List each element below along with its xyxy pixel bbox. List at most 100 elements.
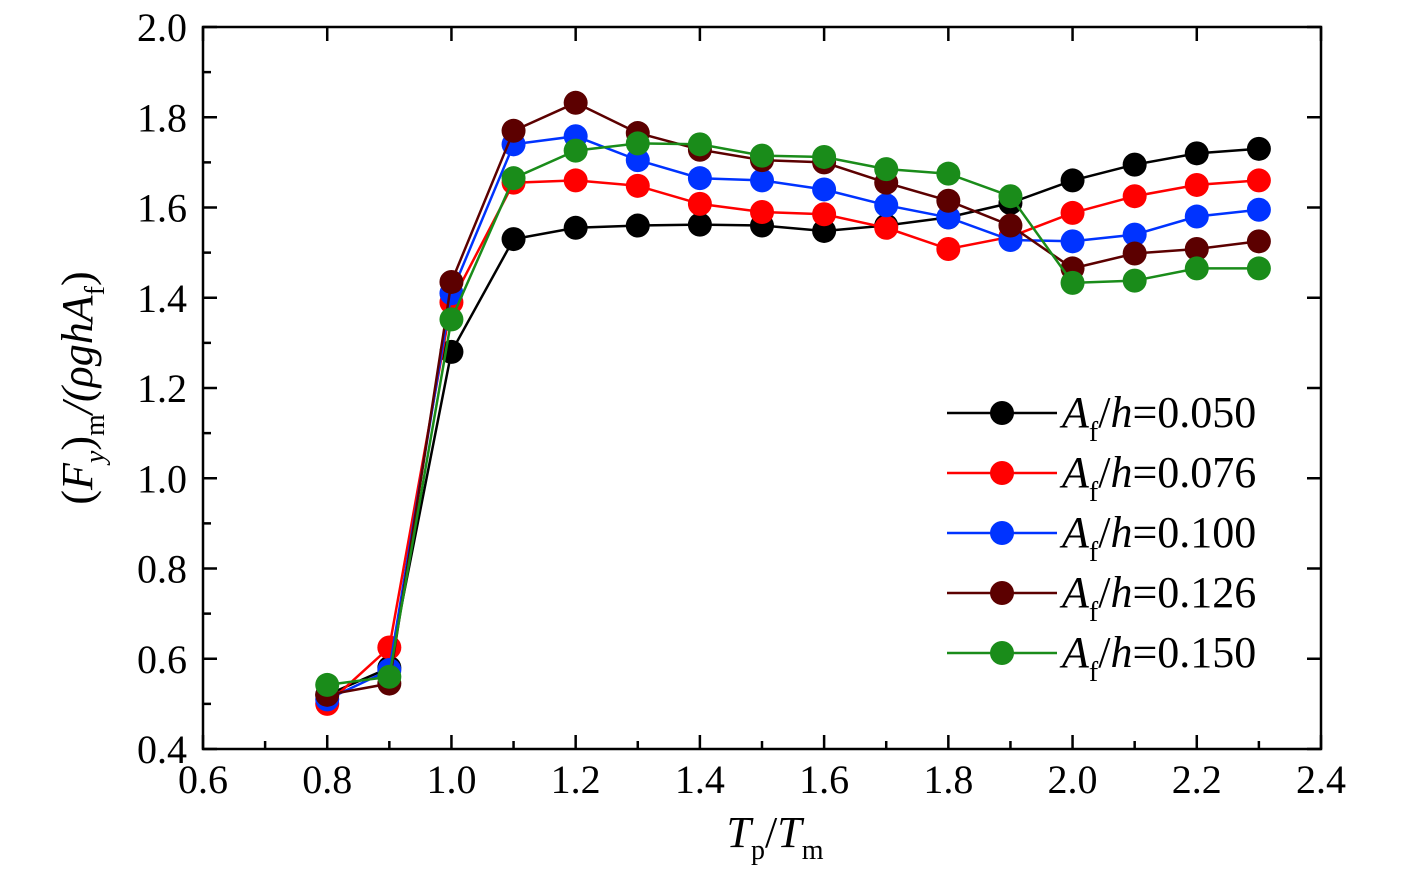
y-tick-label: 1.2 xyxy=(137,366,187,411)
legend-label-part: / xyxy=(1098,628,1111,677)
data-point xyxy=(1184,237,1209,262)
x-title-sub2: m xyxy=(802,835,824,866)
x-title-base2: T xyxy=(777,808,805,857)
legend-item: Af/h=0.100 xyxy=(947,508,1256,568)
data-point xyxy=(750,200,774,225)
legend-label: Af/h=0.076 xyxy=(1059,448,1256,508)
data-point xyxy=(501,166,526,191)
legend-marker xyxy=(990,401,1014,425)
data-point xyxy=(1184,204,1209,229)
x-tick-label: 1.0 xyxy=(426,757,476,802)
legend-label: Af/h=0.126 xyxy=(1059,568,1256,628)
legend-marker xyxy=(990,521,1014,545)
data-point xyxy=(687,166,712,191)
x-tick-label: 0.6 xyxy=(178,757,228,802)
data-point xyxy=(1184,141,1209,166)
y-title-open: ( xyxy=(53,490,102,505)
x-tick-label: 2.2 xyxy=(1172,757,1222,802)
data-point xyxy=(1060,229,1085,254)
legend-label-part: h xyxy=(1110,508,1132,557)
series-line xyxy=(326,101,1260,697)
data-point xyxy=(1246,256,1271,281)
data-point xyxy=(687,212,712,237)
x-title-slash: / xyxy=(765,808,778,857)
series-5 xyxy=(315,131,1271,697)
legend-label: Af/h=0.050 xyxy=(1059,388,1256,448)
x-tick-label: 0.8 xyxy=(302,757,352,802)
y-tick-label: 2.0 xyxy=(137,5,187,50)
legend-label-part: f xyxy=(1089,537,1099,568)
data-point xyxy=(1184,256,1209,281)
data-point xyxy=(1122,184,1147,209)
data-point xyxy=(625,213,650,238)
legend-item: Af/h=0.050 xyxy=(947,388,1256,448)
legend-label-part: / xyxy=(1098,388,1111,437)
y-title-sub-m: m xyxy=(80,414,111,436)
legend-label-part: A xyxy=(1059,388,1090,437)
data-point xyxy=(563,215,588,240)
y-tick-label: 0.8 xyxy=(137,547,187,592)
data-point xyxy=(1246,229,1271,254)
data-point xyxy=(1122,241,1147,266)
legend-label-part: =0.050 xyxy=(1132,388,1256,437)
legend-item: Af/h=0.150 xyxy=(947,628,1256,688)
series-line xyxy=(327,142,1259,687)
x-tick-label: 1.4 xyxy=(675,757,725,802)
tick-labels: 0.6 0.8 1.0 1.2 1.4 1.6 1.8 2.0 2.2 2.40.40.60.81… xyxy=(137,5,1346,802)
legend-label-part: A xyxy=(1059,568,1090,617)
legend-item: Af/h=0.076 xyxy=(947,448,1256,508)
y-tick-label: 0.6 xyxy=(137,637,187,682)
data-point xyxy=(998,184,1023,209)
y-title-rest: /(ρgh xyxy=(53,322,102,417)
legend-label-part: / xyxy=(1098,568,1111,617)
x-tick-label: 2.4 xyxy=(1296,757,1346,802)
data-point xyxy=(936,205,961,230)
legend-item: Af/h=0.126 xyxy=(947,568,1256,628)
series-line xyxy=(326,134,1260,701)
data-point xyxy=(750,143,774,168)
data-point xyxy=(812,218,837,243)
legend-label-part: =0.076 xyxy=(1132,448,1256,497)
x-axis-title: Tp/Tm xyxy=(727,808,824,866)
data-point xyxy=(377,635,402,660)
y-title-sub-y: y xyxy=(80,450,111,466)
legend-label-part: A xyxy=(1059,448,1090,497)
data-point xyxy=(1060,200,1085,225)
legend-label-part: A xyxy=(1059,508,1090,557)
data-point xyxy=(812,144,837,169)
data-point xyxy=(1246,136,1271,161)
data-point xyxy=(315,672,340,697)
data-point xyxy=(874,215,899,240)
data-point xyxy=(1246,168,1271,193)
data-point xyxy=(625,173,650,198)
legend-label-part: A xyxy=(1059,628,1090,677)
legend-label-part: =0.100 xyxy=(1132,508,1256,557)
y-axis-title: (Fy)m/(ρghAf) xyxy=(53,271,111,504)
series-line xyxy=(326,179,1259,705)
data-point xyxy=(874,157,899,182)
x-title-base1: T xyxy=(727,808,755,857)
axis-ticks xyxy=(201,25,1323,751)
legend-label-part: / xyxy=(1098,448,1111,497)
data-point xyxy=(812,177,837,202)
legend: Af/h=0.050Af/h=0.076Af/h=0.100Af/h=0.126… xyxy=(947,388,1256,688)
data-point xyxy=(439,307,464,332)
data-point xyxy=(812,202,837,227)
legend-label-part: f xyxy=(1089,657,1099,688)
data-point xyxy=(1184,172,1209,197)
x-title-sub1: p xyxy=(751,835,765,866)
data-point xyxy=(1060,270,1085,295)
legend-label-part: f xyxy=(1089,597,1099,628)
legend-label-part: / xyxy=(1098,508,1111,557)
legend-label-part: h xyxy=(1110,388,1132,437)
data-point xyxy=(1122,268,1147,293)
data-point xyxy=(998,213,1023,238)
legend-label-part: f xyxy=(1089,417,1099,448)
data-point xyxy=(439,269,464,294)
data-point xyxy=(563,168,588,193)
data-point xyxy=(687,191,712,216)
legend-label: Af/h=0.150 xyxy=(1059,628,1256,688)
x-tick-label: 1.8 xyxy=(923,757,973,802)
y-tick-label: 0.4 xyxy=(137,727,187,772)
